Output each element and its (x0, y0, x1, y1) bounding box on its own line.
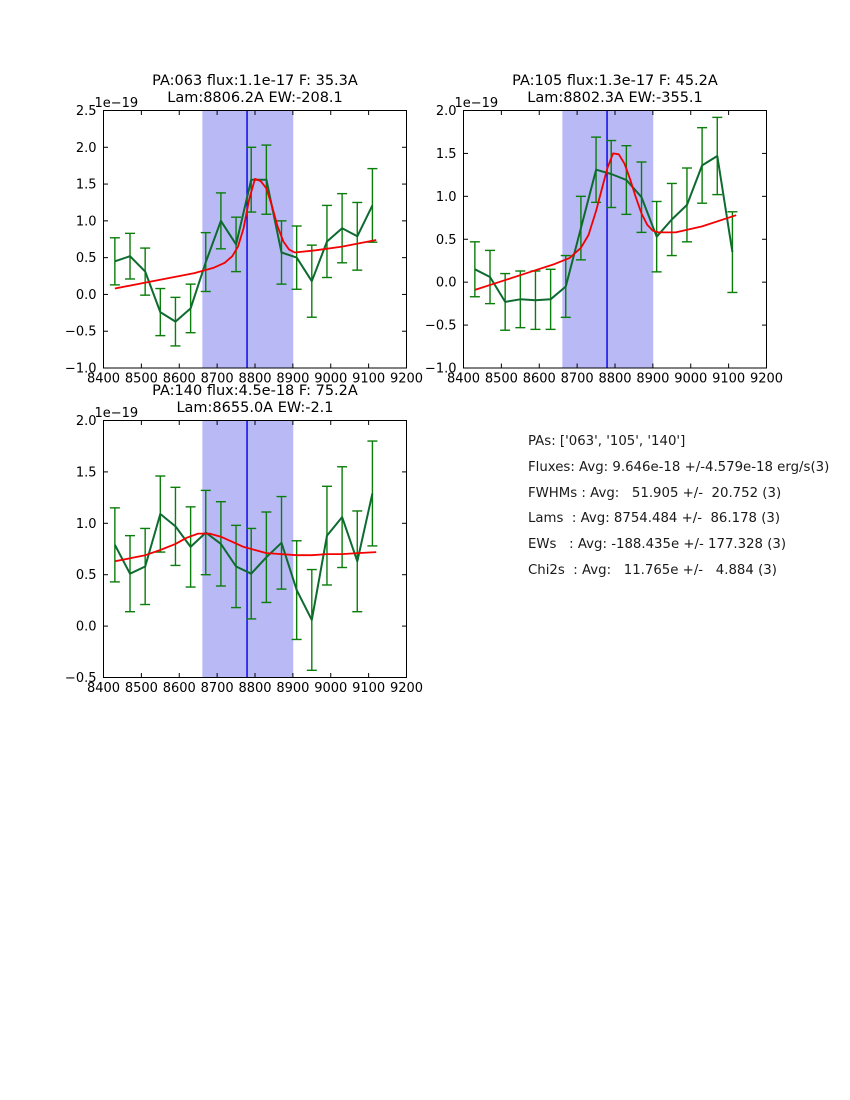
y-tick-label: 0.5 (76, 568, 97, 583)
stats-line-ews: EWs : Avg: -188.435e +/- 177.328 (3) (528, 537, 787, 553)
x-tick-label: 8900 (276, 681, 309, 696)
y-tick-label: 1.5 (76, 465, 97, 480)
y-axis-offset-label: 1e−19 (95, 406, 139, 421)
y-tick-label: 1.5 (436, 147, 457, 162)
x-tick-label: 8500 (125, 681, 158, 696)
y-tick-label: 2.0 (76, 414, 97, 429)
subplot-pa140: 8400 8500 8600 8700 8800 8900 9000 9100 92002.01… (65, 406, 423, 696)
y-tick-label: 1.5 (76, 178, 97, 193)
y-tick-label: −0.5 (65, 671, 97, 686)
stats-line-fluxes: Fluxes: Avg: 9.646e-18 +/-4.579e-18 erg/… (528, 459, 830, 475)
plot-title-line2: Lam:8802.3A EW:-355.1 (527, 90, 703, 107)
x-tick-label: 8600 (163, 681, 196, 696)
subplot-pa063: 8400 8500 8600 8700 8800 8900 9000 9100 9200 2.5 2… (65, 96, 423, 387)
x-tick-label: 8900 (276, 372, 309, 387)
fit-line (474, 152, 737, 291)
plot-title-line1: PA:140 flux:4.5e-18 F: 75.2A (152, 383, 358, 399)
measure-band (202, 420, 294, 678)
axis-ticks (103, 110, 407, 369)
plot-pa105-title: PA:105 flux:1.3e-17 F: 45.2A Lam:8802.3A… (463, 73, 767, 108)
tick-labels: 8400 8500 8600 8700 8800 8900 9000 9100 92002.01… (65, 406, 423, 696)
y-tick-label: −1.0 (425, 362, 457, 377)
plot-pa063-title: PA:063 flux:1.1e-17 F: 35.3A Lam:8806.2A… (103, 73, 407, 108)
stats-panel: PAs: ['063', '105', '140'] Fluxes: Avg: … (528, 429, 829, 584)
subplot-pa105: 8400 8500 8600 8700 8800 8900 9000 9100 92002.01… (425, 96, 783, 387)
fit-line (114, 532, 377, 563)
x-tick-label: 9000 (674, 372, 707, 387)
y-tick-label: 1.0 (76, 214, 97, 229)
plot-title-line1: PA:105 flux:1.3e-17 F: 45.2A (512, 73, 718, 89)
x-tick-label: 8400 (87, 681, 120, 696)
x-tick-label: 8800 (598, 372, 631, 387)
plot-title-line2: Lam:8655.0A EW:-2.1 (176, 400, 334, 417)
x-tick-label: 8500 (125, 372, 158, 387)
y-tick-label: −1.0 (65, 362, 97, 377)
x-tick-label: 8700 (561, 372, 594, 387)
x-tick-label: 8800 (238, 681, 271, 696)
y-tick-label: 2.0 (436, 104, 457, 119)
axis-ticks (463, 110, 767, 369)
tick-labels: 8400 8500 8600 8700 8800 8900 9000 9100 92002.01… (425, 96, 783, 387)
x-tick-label: 8800 (238, 372, 271, 387)
x-tick-label: 9000 (314, 372, 347, 387)
y-tick-label: −0.5 (425, 319, 457, 334)
y-tick-label: 1.0 (436, 190, 457, 205)
y-tick-label: 0.0 (436, 276, 457, 291)
y-tick-label: 0.5 (436, 233, 457, 248)
x-tick-label: 9100 (352, 681, 385, 696)
x-tick-label: 8400 (87, 372, 120, 387)
x-tick-label: 8500 (485, 372, 518, 387)
x-tick-label: 9100 (712, 372, 745, 387)
tick-labels: 8400 8500 8600 8700 8800 8900 9000 9100 9200 2.5 2… (65, 96, 423, 387)
y-tick-label: 0.0 (76, 620, 97, 635)
y-tick-label: 0.0 (76, 288, 97, 303)
flux-data-line (474, 155, 734, 303)
y-axis-offset-label: 1e−19 (455, 96, 499, 111)
measure-band (562, 110, 654, 368)
plot-title-line1: PA:063 flux:1.1e-17 F: 35.3A (152, 73, 358, 89)
stats-line-lams: Lams : Avg: 8754.484 +/- 86.178 (3) (528, 511, 781, 527)
y-axis-offset-label: 1e−19 (95, 96, 139, 111)
y-tick-label: 2.0 (76, 141, 97, 156)
flux-data-line (114, 493, 374, 621)
x-tick-label: 9100 (352, 372, 385, 387)
x-tick-label: 9200 (390, 681, 423, 696)
flux-data-line (114, 178, 374, 323)
plot-title-line2: Lam:8806.2A EW:-208.1 (167, 90, 343, 107)
y-tick-label: 1.0 (76, 517, 97, 532)
x-tick-label: 8700 (201, 372, 234, 387)
x-tick-label: 8600 (163, 372, 196, 387)
stats-line-fwhms: FWHMs : Avg: 51.905 +/- 20.752 (3) (528, 485, 782, 501)
y-tick-label: 2.5 (76, 104, 97, 119)
y-tick-label: −0.5 (65, 325, 97, 340)
x-tick-label: 8400 (447, 372, 480, 387)
x-tick-label: 8900 (636, 372, 669, 387)
stats-line-chi2s: Chi2s : Avg: 11.765e +/- 4.884 (3) (528, 562, 777, 578)
plot-pa140-title: PA:140 flux:4.5e-18 F: 75.2A Lam:8655.0A… (103, 383, 407, 418)
axis-ticks (103, 420, 407, 678)
stats-line-pas: PAs: ['063', '105', '140'] (528, 434, 686, 449)
x-tick-label: 8600 (523, 372, 556, 387)
x-tick-label: 9200 (750, 372, 783, 387)
x-tick-label: 8700 (201, 681, 234, 696)
x-tick-label: 9200 (390, 372, 423, 387)
fit-line (114, 177, 377, 290)
y-tick-label: 0.5 (76, 251, 97, 266)
x-tick-label: 9000 (314, 681, 347, 696)
